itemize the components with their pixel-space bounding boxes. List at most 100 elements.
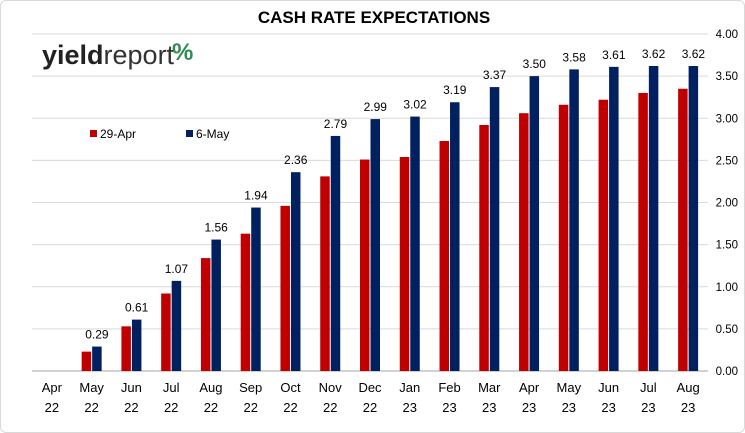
x-tick-label-year: 23 [482, 400, 496, 415]
bar-series2 [171, 280, 182, 371]
data-label: 3.02 [403, 98, 427, 112]
x-tick-label-month: Jan [399, 380, 420, 395]
x-tick-label-month: Sep [239, 380, 262, 395]
bar-series1 [121, 326, 131, 371]
x-tick-label-year: 23 [681, 400, 695, 415]
gridlines [32, 33, 708, 372]
data-label: 3.50 [523, 57, 547, 71]
x-tick-label-month: Jun [121, 380, 142, 395]
bar-series1 [479, 124, 489, 372]
bar-series2 [410, 116, 420, 371]
data-label: 1.56 [205, 221, 229, 235]
x-tick-label-year: 22 [204, 400, 218, 415]
y-tick-label: 3.00 [716, 113, 738, 125]
data-label: 1.94 [244, 189, 268, 203]
bar-series2 [370, 119, 380, 371]
x-tick-label-month: Apr [519, 380, 540, 395]
bar-series2 [688, 66, 699, 371]
y-tick-label: 0.00 [716, 366, 738, 378]
bar-series2 [251, 207, 261, 371]
data-label: 3.37 [483, 68, 507, 82]
x-tick-label-month: May [79, 380, 104, 395]
x-tick-label-year: 22 [323, 400, 337, 415]
data-label: 1.07 [165, 262, 189, 276]
bar-series1 [399, 157, 410, 371]
bar-series2 [489, 87, 500, 371]
bar-series1 [638, 92, 648, 371]
x-tick-label-year: 22 [243, 400, 257, 415]
x-tick-label-month: Feb [438, 380, 460, 395]
x-tick-label-month: Oct [280, 380, 301, 395]
x-tick-label-month: Nov [319, 380, 343, 395]
x-tick-label-year: 23 [601, 400, 615, 415]
x-tick-label-year: 23 [641, 400, 655, 415]
legend-label: 6-May [196, 127, 229, 141]
data-labels: 0.29 0.61 1.07 1.56 1.94 2.36 2.79 2.99 3.02 3.19… [85, 47, 705, 342]
bar-series1 [360, 159, 370, 371]
data-label: 3.62 [682, 47, 706, 61]
x-axis: Apr 22 May 22 Jun 22 Jul 22 Aug 22 Sep 22 Oct 22 Nov 22… [42, 380, 700, 415]
legend-label: 29-Apr [100, 127, 136, 141]
legend-swatch [186, 130, 193, 137]
data-label: 2.79 [324, 117, 348, 131]
x-tick-label-year: 22 [283, 400, 297, 415]
legend: 29-Apr 6-May [90, 127, 229, 141]
bar-series1 [240, 233, 251, 371]
bar-series2 [92, 346, 102, 371]
bar-series2 [131, 319, 142, 371]
x-tick-label-month: Dec [358, 380, 382, 395]
svg-text:yieldreport: yieldreport [42, 40, 175, 70]
bar-series1 [598, 99, 609, 371]
x-tick-label-month: May [557, 380, 582, 395]
logo-text-yield: yield [42, 40, 104, 70]
bar-series2 [569, 69, 579, 371]
y-tick-label: 1.50 [716, 240, 738, 252]
logo: yieldreport % [42, 39, 193, 70]
bar-series2 [211, 239, 221, 371]
x-tick-label-year: 22 [84, 400, 98, 415]
x-tick-label-year: 22 [124, 400, 138, 415]
logo-percent-icon: % [172, 39, 193, 66]
y-tick-label: 0.50 [716, 324, 738, 336]
x-tick-label-year: 23 [403, 400, 417, 415]
bars [81, 66, 699, 372]
bar-series1 [81, 351, 92, 371]
data-label: 3.58 [562, 50, 586, 64]
bar-series1 [200, 258, 211, 371]
bar-series1 [558, 104, 569, 372]
x-tick-label-month: Mar [478, 380, 501, 395]
bar-series2 [648, 66, 659, 371]
bar-series1 [678, 88, 688, 371]
x-tick-label-month: Jul [163, 380, 180, 395]
x-tick-label-year: 23 [522, 400, 536, 415]
bar-series1 [161, 293, 171, 371]
bar-series1 [519, 113, 529, 371]
x-tick-label-year: 22 [164, 400, 178, 415]
bar-series2 [529, 76, 540, 371]
data-label: 3.19 [443, 83, 467, 97]
x-tick-label-month: Jun [598, 380, 619, 395]
legend-swatch [90, 130, 97, 137]
x-tick-label-year: 23 [442, 400, 456, 415]
bar-series1 [280, 205, 290, 371]
x-tick-label-year: 23 [562, 400, 576, 415]
y-tick-label: 2.50 [716, 155, 738, 167]
data-label: 0.61 [125, 301, 149, 315]
logo-text-report: report [104, 40, 175, 70]
y-tick-label: 2.00 [716, 198, 738, 210]
x-tick-label-month: Aug [677, 380, 700, 395]
bar-series2 [609, 66, 619, 372]
data-label: 0.29 [85, 328, 109, 342]
data-label: 2.99 [364, 100, 388, 114]
bar-series1 [320, 176, 330, 371]
bar-series2 [330, 135, 341, 371]
x-tick-label-year: 22 [363, 400, 377, 415]
x-tick-label-month: Jul [640, 380, 657, 395]
data-label: 3.61 [602, 48, 626, 62]
chart-title: CASH RATE EXPECTATIONS [258, 8, 490, 27]
y-tick-label: 3.50 [716, 71, 738, 83]
x-tick-label-year: 22 [45, 400, 59, 415]
bar-series2 [290, 172, 301, 371]
x-tick-label-month: Apr [42, 380, 63, 395]
